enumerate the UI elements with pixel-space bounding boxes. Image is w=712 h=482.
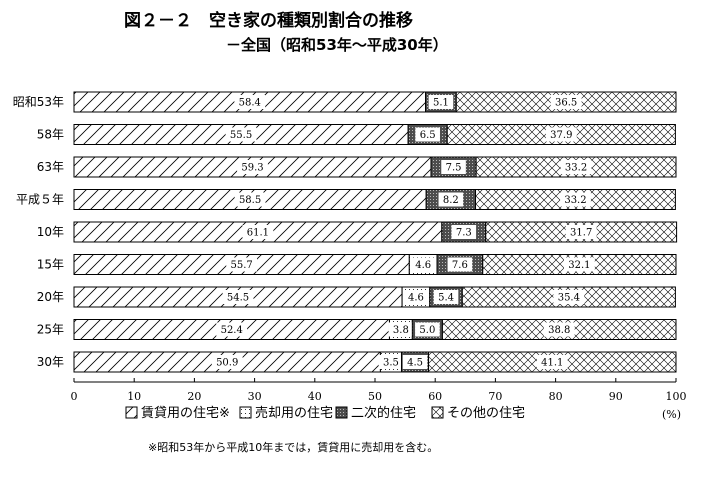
- value-label: 52.4: [221, 325, 243, 336]
- x-tick-label: 10: [127, 390, 141, 403]
- category-label: 30年: [37, 355, 64, 369]
- value-label-background: [428, 95, 454, 109]
- value-label: 7.6: [452, 260, 468, 271]
- value-label: 3.5: [383, 358, 399, 369]
- value-label: 59.3: [241, 163, 263, 174]
- value-label: 31.7: [570, 228, 592, 239]
- value-label: 58.5: [239, 195, 261, 206]
- legend-label: 売却用の住宅: [255, 405, 333, 421]
- legend-swatch: [239, 406, 252, 419]
- value-label-background: [451, 225, 477, 239]
- chart-subtitle: －全国（昭和53年～平成30年）: [226, 36, 448, 54]
- value-label-background: [553, 290, 585, 304]
- x-tick-label: 100: [666, 390, 687, 403]
- category-label: 15年: [37, 258, 64, 272]
- legend-swatch: [431, 406, 444, 419]
- x-tick-label: 70: [488, 390, 502, 403]
- value-label-background: [237, 160, 268, 174]
- legend-label: 賃貸用の住宅※: [141, 405, 230, 421]
- value-label: 41.1: [541, 358, 563, 369]
- value-label-background: [410, 257, 436, 272]
- legend-swatch: [125, 406, 138, 419]
- value-label: 54.5: [227, 293, 249, 304]
- x-tick-label: 90: [609, 390, 623, 403]
- value-label: 6.5: [420, 130, 436, 141]
- value-label: 7.3: [456, 228, 472, 239]
- category-label: 10年: [37, 225, 64, 239]
- x-axis: 0 10 20 30 40 50 60 70 80 90 100: [71, 378, 687, 403]
- value-label-background: [225, 127, 257, 142]
- value-label: 55.7: [231, 260, 253, 271]
- x-tick-label: 60: [428, 390, 442, 403]
- x-tick-label: 50: [368, 390, 382, 403]
- legend-label: 二次的住宅: [351, 405, 416, 421]
- value-label: 58.4: [239, 98, 261, 109]
- value-label-background: [403, 290, 429, 304]
- x-tick-label: 80: [549, 390, 563, 403]
- value-label-background: [415, 322, 440, 337]
- value-label-background: [222, 290, 254, 304]
- chart-note: ※昭和53年から平成10年までは，賃貸用に売却用を含む。: [148, 440, 438, 454]
- value-label: 3.8: [393, 325, 409, 336]
- x-tick-label: 40: [308, 390, 322, 403]
- value-label: 5.1: [433, 98, 449, 109]
- legend-swatch: [335, 406, 348, 419]
- value-label-background: [388, 322, 414, 337]
- value-label: 5.0: [419, 325, 435, 336]
- value-label: 7.5: [446, 163, 462, 174]
- chart-title: 図２－２ 空き家の種類別割合の推移: [124, 10, 413, 31]
- value-label-background: [563, 257, 595, 272]
- value-label-background: [216, 322, 248, 337]
- category-label: 63年: [37, 160, 64, 174]
- value-label-background: [545, 127, 577, 142]
- value-label: 61.1: [247, 228, 269, 239]
- legend: 賃貸用の住宅※ 売却用の住宅 二次的住宅 その他の住宅: [125, 405, 525, 421]
- value-label-background: [536, 355, 568, 369]
- x-tick-label: 20: [187, 390, 201, 403]
- category-label: 平成５年: [16, 193, 64, 207]
- value-label-background: [211, 355, 243, 369]
- value-label-background: [234, 192, 266, 207]
- value-label: 50.9: [216, 358, 238, 369]
- value-label: 37.9: [550, 130, 572, 141]
- value-label: 4.6: [415, 260, 431, 271]
- value-label: 5.4: [438, 293, 454, 304]
- value-label: 38.8: [548, 325, 570, 336]
- value-label-background: [242, 225, 274, 239]
- value-label: 33.2: [565, 163, 587, 174]
- value-label-background: [560, 192, 591, 207]
- value-label-background: [441, 160, 466, 174]
- value-label-background: [226, 257, 258, 272]
- value-label-background: [433, 290, 459, 304]
- value-label: 35.4: [558, 293, 580, 304]
- x-tick-label: 0: [71, 390, 78, 403]
- value-label: 8.2: [443, 195, 459, 206]
- value-label-background: [438, 192, 464, 207]
- value-label-background: [560, 160, 592, 174]
- value-label: 55.5: [230, 130, 252, 141]
- bars-layer: 昭和53年 58.4 5.1 36.5 58年 55.5 6.5 37.9 63年 59.3 7.5…: [13, 91, 678, 373]
- value-label-background: [378, 355, 404, 369]
- legend-label: その他の住宅: [447, 406, 525, 421]
- value-label-background: [447, 257, 473, 272]
- value-label-background: [234, 95, 266, 109]
- value-label-background: [565, 225, 597, 239]
- category-label: 58年: [37, 128, 64, 142]
- category-label: 25年: [37, 323, 64, 337]
- value-label: 32.1: [568, 260, 590, 271]
- value-label: 36.5: [555, 98, 577, 109]
- value-label-background: [550, 95, 582, 109]
- value-label: 33.2: [564, 195, 586, 206]
- x-tick-label: 30: [248, 390, 262, 403]
- category-label: 20年: [37, 290, 64, 304]
- category-label: 昭和53年: [13, 95, 64, 109]
- x-axis-unit: (%): [662, 408, 681, 421]
- value-label-background: [402, 355, 428, 369]
- value-label-background: [543, 322, 575, 337]
- value-label-background: [415, 127, 440, 142]
- value-label: 4.6: [408, 293, 424, 304]
- value-label: 4.5: [407, 358, 423, 369]
